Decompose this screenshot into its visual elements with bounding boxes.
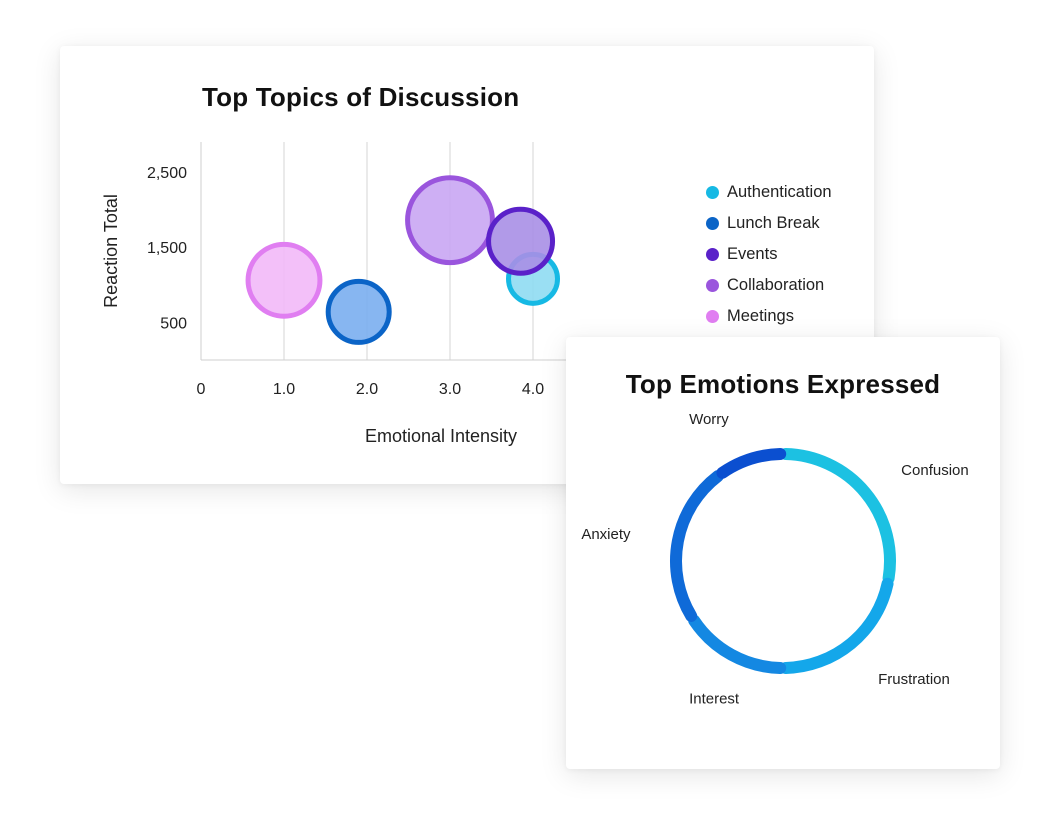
- legend-swatch: [706, 279, 719, 292]
- ring-segment-frustration[interactable]: [779, 577, 894, 674]
- legend-item[interactable]: Authentication: [706, 177, 832, 208]
- legend-swatch: [706, 217, 719, 230]
- bubble-chart: 0 1.0 2.0 3.0 4.0 2,500 1,500 500 Emotional Int…: [101, 142, 616, 446]
- ring-label-frustration: Frustration: [878, 671, 950, 688]
- emotions-card: Top Emotions Expressed Confusion Frustrat…: [566, 337, 1000, 769]
- legend-item[interactable]: Meetings: [706, 301, 832, 332]
- legend-swatch: [706, 310, 719, 323]
- x-tick-label: 1.0: [273, 381, 295, 398]
- x-tick-label: 0: [197, 381, 206, 398]
- ring-label-anxiety: Anxiety: [581, 526, 631, 543]
- y-tick-label: 500: [160, 315, 187, 332]
- legend-item[interactable]: Collaboration: [706, 270, 832, 301]
- x-tick-label: 3.0: [439, 381, 461, 398]
- legend-label: Events: [727, 245, 778, 263]
- legend-label: Collaboration: [727, 276, 825, 294]
- y-tick-label: 2,500: [147, 165, 187, 182]
- legend-item[interactable]: Events: [706, 239, 832, 270]
- bubble-meetings[interactable]: [245, 241, 323, 319]
- ring-segment-interest[interactable]: [688, 614, 787, 674]
- y-tick-label: 1,500: [147, 240, 187, 257]
- axes: [200, 142, 616, 361]
- y-axis-title: Reaction Total: [101, 194, 121, 308]
- topics-chart-title: Top Topics of Discussion: [202, 82, 520, 112]
- ring-segment-worry[interactable]: [716, 448, 787, 479]
- bubble-collaboration[interactable]: [405, 175, 495, 266]
- ring-segment-anxiety[interactable]: [670, 470, 724, 622]
- topics-card: Top Topics of Discussion 0 1.0 2.0 3.0 4.0 2,…: [60, 46, 874, 484]
- x-axis-title: Emotional Intensity: [365, 426, 517, 446]
- x-tick-label: 4.0: [522, 381, 544, 398]
- emotion-ring-chart: Confusion Frustration Interest Anxiety Worry: [581, 411, 968, 707]
- bubbles: [245, 175, 560, 345]
- legend: Authentication Lunch Break Events Collabora…: [706, 177, 832, 332]
- legend-item[interactable]: Lunch Break: [706, 208, 832, 239]
- ring-segments: [670, 448, 896, 674]
- ring-segment-confusion[interactable]: [779, 448, 896, 585]
- ring-label-interest: Interest: [689, 690, 740, 707]
- emotions-chart-title: Top Emotions Expressed: [625, 369, 941, 399]
- tick-labels: 0 1.0 2.0 3.0 4.0 2,500 1,500 500: [147, 165, 544, 398]
- ring-label-confusion: Confusion: [901, 462, 969, 479]
- bubble-events[interactable]: [486, 206, 556, 276]
- legend-label: Authentication: [727, 183, 832, 201]
- legend-label: Lunch Break: [727, 214, 820, 232]
- bubble-lunch-break[interactable]: [325, 278, 392, 345]
- ring-labels: Confusion Frustration Interest Anxiety Worry: [581, 411, 968, 707]
- ring-label-worry: Worry: [689, 411, 729, 428]
- legend-swatch: [706, 248, 719, 261]
- legend-swatch: [706, 186, 719, 199]
- x-tick-label: 2.0: [356, 381, 378, 398]
- legend-label: Meetings: [727, 307, 794, 325]
